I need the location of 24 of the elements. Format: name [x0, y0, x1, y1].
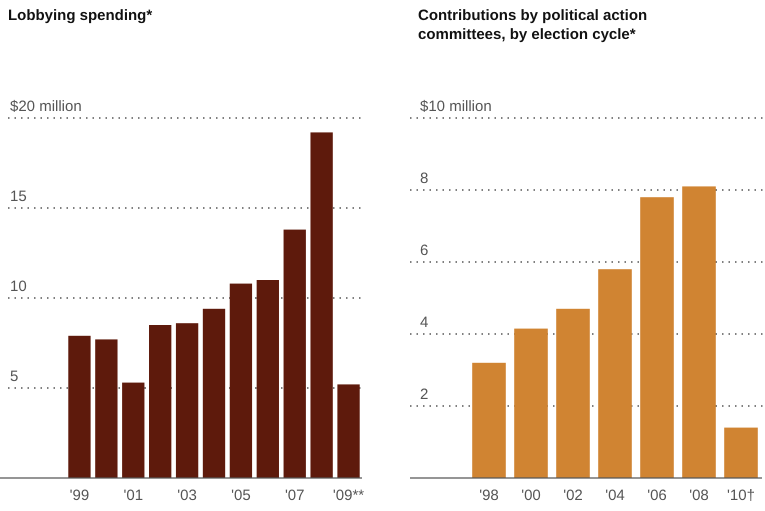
y-tick-label: $20 million: [10, 98, 82, 115]
x-tick-label: '00: [521, 487, 541, 504]
x-tick-label: '10†: [727, 487, 755, 504]
y-tick-label: 6: [420, 242, 428, 259]
y-tick-label: 10: [10, 278, 27, 295]
y-tick-label: 2: [420, 386, 428, 403]
x-tick-label: '98: [479, 487, 499, 504]
x-tick-label: '05: [231, 487, 251, 504]
chart-title: Contributions by political action committees, by election cycle*: [418, 7, 648, 43]
chart-title: Lobbying spending*: [8, 7, 152, 24]
x-tick-label: '06: [647, 487, 667, 504]
x-tick-label: '09**: [332, 487, 364, 504]
x-tick-label: '08: [689, 487, 709, 504]
x-tick-label: '04: [605, 487, 625, 504]
x-tick-label: '02: [563, 487, 583, 504]
x-tick-label: '99: [70, 487, 90, 504]
x-tick-label: '03: [177, 487, 197, 504]
y-tick-label: 15: [10, 188, 27, 205]
y-tick-label: $10 million: [420, 98, 492, 115]
y-tick-label: 5: [10, 368, 18, 385]
x-tick-label: '01: [123, 487, 144, 504]
y-tick-label: 4: [420, 314, 428, 331]
x-tick-label: '07: [284, 487, 305, 504]
y-tick-label: 8: [420, 170, 428, 187]
